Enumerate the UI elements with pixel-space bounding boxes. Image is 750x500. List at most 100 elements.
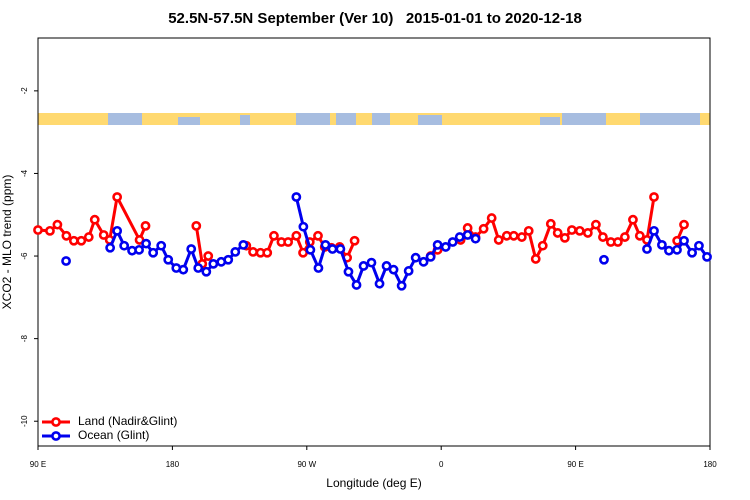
- data-point: [454, 232, 465, 242]
- data-point: [649, 192, 659, 202]
- data-point: [112, 192, 123, 202]
- data-point: [566, 225, 577, 235]
- ocean-band: [336, 113, 356, 125]
- data-point: [612, 237, 623, 247]
- data-point: [98, 230, 109, 240]
- data-point: [493, 235, 504, 245]
- data-point: [425, 251, 436, 262]
- data-point: [591, 219, 601, 230]
- y-axis-label: XCO2 - MLO trend (ppm): [0, 175, 14, 310]
- data-point: [45, 225, 55, 236]
- data-point: [552, 228, 563, 238]
- data-point: [83, 232, 94, 242]
- data-point: [156, 240, 167, 251]
- data-point: [403, 266, 414, 276]
- data-point: [358, 261, 369, 271]
- data-point: [349, 235, 360, 246]
- x-tick-label: 90 E: [30, 460, 46, 469]
- data-point: [223, 254, 234, 265]
- ocean-band: [240, 115, 250, 125]
- data-point: [203, 251, 214, 261]
- data-point: [191, 220, 202, 231]
- data-point: [574, 225, 585, 236]
- data-point: [694, 240, 704, 251]
- y-tick-label: -6: [20, 252, 29, 260]
- data-point: [374, 278, 385, 289]
- data-point: [105, 242, 116, 253]
- data-point: [313, 263, 324, 273]
- legend-label: Ocean (Glint): [78, 428, 149, 442]
- data-point: [186, 244, 197, 254]
- data-point: [201, 266, 212, 277]
- data-point: [178, 264, 189, 275]
- data-point: [320, 239, 331, 250]
- plot-frame: [37, 37, 711, 447]
- ocean-band: [640, 113, 700, 125]
- data-point: [163, 254, 174, 265]
- x-tick-label: 0: [439, 460, 444, 469]
- data-point: [327, 244, 338, 254]
- data-point: [33, 225, 43, 235]
- y-tick-label: -10: [20, 415, 29, 427]
- data-point: [599, 254, 609, 265]
- data-point: [208, 258, 219, 269]
- data-point: [447, 237, 458, 247]
- data-point: [388, 264, 399, 275]
- x-tick-label: 180: [703, 460, 717, 469]
- legend-marker: [51, 417, 61, 427]
- data-point: [89, 214, 100, 225]
- data-point: [283, 237, 294, 247]
- data-point: [335, 244, 346, 254]
- data-point: [508, 230, 519, 241]
- y-tick-label: -2: [20, 87, 29, 95]
- data-point: [52, 219, 63, 230]
- data-point: [523, 225, 534, 236]
- x-tick-label: 90 W: [297, 460, 316, 469]
- data-point: [238, 239, 249, 250]
- data-point: [61, 256, 71, 266]
- data-point: [664, 245, 674, 256]
- ocean-band: [418, 115, 442, 125]
- data-point: [530, 254, 541, 264]
- ocean-band: [562, 113, 606, 125]
- data-point: [478, 223, 489, 234]
- data-point: [119, 240, 130, 251]
- data-point: [269, 230, 279, 241]
- data-point: [291, 230, 302, 241]
- x-tick-label: 180: [166, 460, 180, 469]
- data-point: [642, 244, 652, 254]
- data-point: [545, 218, 556, 229]
- data-point: [418, 256, 429, 267]
- data-point: [313, 230, 323, 241]
- x-axis-label: Longitude (deg E): [326, 476, 421, 490]
- ocean-band: [372, 113, 390, 125]
- data-point: [381, 261, 392, 271]
- data-point: [486, 213, 497, 223]
- data-point: [298, 221, 309, 232]
- data-point: [230, 247, 241, 257]
- data-point: [657, 239, 667, 250]
- data-point: [248, 247, 258, 257]
- data-point: [559, 232, 570, 243]
- data-point: [628, 214, 638, 225]
- data-point: [582, 228, 593, 238]
- data-point: [193, 263, 204, 273]
- y-tick-label: -4: [20, 169, 29, 177]
- data-point: [148, 247, 159, 258]
- data-point: [351, 280, 362, 290]
- data-point: [432, 239, 443, 250]
- data-point: [61, 230, 72, 241]
- data-point: [141, 238, 152, 249]
- ocean-band: [540, 117, 560, 125]
- data-point: [262, 247, 273, 258]
- x-tick-label: 90 E: [567, 460, 583, 469]
- legend-label: Land (Nadir&Glint): [78, 414, 177, 428]
- map-strip: [38, 113, 710, 125]
- data-point: [343, 266, 354, 277]
- data-point: [440, 242, 451, 252]
- data-point: [619, 232, 630, 242]
- data-point: [470, 233, 481, 244]
- data-point: [702, 251, 712, 262]
- data-point: [679, 219, 689, 230]
